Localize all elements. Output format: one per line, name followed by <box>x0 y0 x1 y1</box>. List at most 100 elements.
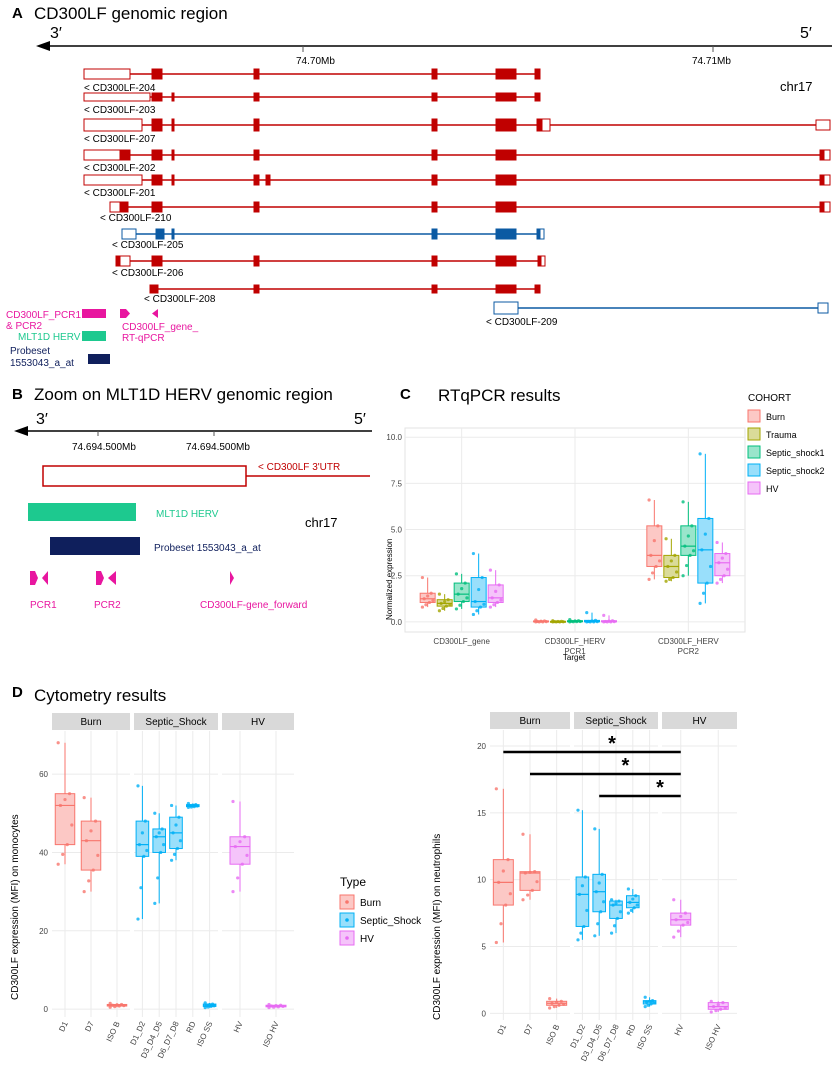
legend-herv-label: MLT1D HERV <box>18 332 81 343</box>
x-tick-label: HV <box>232 1019 245 1033</box>
rtqpcr-box-hv-point <box>725 567 730 571</box>
monocytes-box-hv-point <box>236 876 240 880</box>
monocytes-box-d1-point <box>63 797 67 802</box>
monocytes-box-iso-hv-point <box>269 1004 273 1008</box>
neutrophils-box-d1-d2-point <box>580 884 585 888</box>
neutrophils-box-rd-point <box>632 906 636 910</box>
panel-c-title: RTqPCR results <box>438 386 561 405</box>
rtqpcr-box-burn-point <box>654 564 658 569</box>
rtqpcr-box-septic_shock2-point <box>703 532 707 536</box>
rtqpcr-box-trauma-point <box>666 564 670 569</box>
rtqpcr-box-septic_shock2-point <box>698 601 702 605</box>
transcript-label-207: < CD300LF-207 <box>84 134 156 145</box>
transcript-label-206: < CD300LF-206 <box>112 268 184 279</box>
neutrophils-box-d6-d7-d8-point <box>614 901 618 905</box>
monocytes-box-d1-d2-point <box>142 854 146 858</box>
rtqpcr-box-septic_shock2-point <box>707 516 711 521</box>
monocytes-box-iso-hv-point <box>279 1003 283 1007</box>
facet-panel <box>662 730 737 1020</box>
transcript-201 <box>83 174 831 186</box>
rtqpcr-box-septic_shock1-point <box>691 549 696 553</box>
rtqpcr-box-burn-point <box>647 498 651 502</box>
panel-b-end-right: 5′ <box>354 411 366 428</box>
neutrophils-box-iso-b-point <box>552 1005 556 1009</box>
legend-gene-label-2: RT-qPCR <box>122 333 165 344</box>
rtqpcr-legend-label: Septic_shock1 <box>766 448 825 458</box>
neutrophils-box-d3-d4-d5-point <box>596 922 600 926</box>
rtqpcr-box-septic_shock1-point <box>683 544 687 548</box>
rtqpcr-box-septic_shock2-point <box>705 581 709 585</box>
rtqpcr-box-septic_shock1-point <box>458 603 462 607</box>
facet-strip-label: Septic_Shock <box>585 716 647 727</box>
neutrophils-box-iso-hv-point <box>723 1006 727 1010</box>
panel-a-genomic-diagram: 3′ 5′ 74.70Mb 74.71Mb chr17 < CD300LF-20… <box>6 25 832 344</box>
monocytes-box-d7-point <box>96 853 100 857</box>
rtqpcr-box-septic_shock1-point <box>461 599 466 604</box>
monocytes-box-d1-point <box>70 823 74 827</box>
rtqpcr-x-tick-label: CD300LF_gene <box>433 637 490 646</box>
rtqpcr-box-septic_shock1-point <box>576 619 581 623</box>
neutrophils-box-hv-point <box>679 914 683 919</box>
neutrophils-box-iso-b-point <box>562 1002 566 1006</box>
monocytes-box-iso-ss-point <box>203 1001 207 1005</box>
panel-b-zoom-diagram: 3′ 5′ 74.694.500Mb 74.694.500Mb < CD300L… <box>14 411 372 611</box>
rtqpcr-box-hv-point <box>720 556 724 560</box>
rtqpcr-box-trauma-point <box>673 553 677 557</box>
neutrophils-box-d1-point <box>506 858 510 862</box>
rtqpcr-x-tick-label: CD300LF_HERV <box>658 637 719 646</box>
neutrophils-y-axis-label: CD300LF expression (MFI) on neutrophils <box>432 834 443 1020</box>
neutrophils-box-iso-ss-point <box>643 995 647 999</box>
transcript-202 <box>83 149 831 161</box>
rtqpcr-box-septic_shock1-point <box>454 607 459 611</box>
monocytes-box-d3-d4-d5-point <box>154 835 158 839</box>
probe-feature-mark <box>88 354 110 364</box>
rtqpcr-box-burn-point <box>649 553 653 557</box>
monocytes-box-d3-d4-d5-point <box>162 843 166 847</box>
monocytes-box-d3-d4-d5-point <box>153 811 157 815</box>
herv-label: MLT1D HERV <box>156 509 219 520</box>
rtqpcr-box-trauma-point <box>437 609 442 613</box>
rtqpcr-box-hv-point <box>497 583 501 587</box>
neutrophils-box-d1-d2-point <box>585 908 589 913</box>
monocytes-box-d3-d4-d5-point <box>160 827 164 831</box>
rtqpcr-boxplot: Normalized expression Target COHORT 0.0 2… <box>385 393 825 662</box>
type-legend-title: Type <box>340 875 366 889</box>
rtqpcr-legend-key <box>747 445 761 459</box>
neutrophils-box-rd-point <box>626 887 630 891</box>
neutrophils-box-d1-point <box>494 940 498 945</box>
panel-b-tick-label-2: 74.694.500Mb <box>186 442 250 453</box>
x-tick-label: ISO B <box>544 1023 561 1046</box>
rtqpcr-box-trauma-point <box>556 619 560 624</box>
monocytes-box-iso-b-point <box>108 1001 112 1005</box>
rtqpcr-box-septic_shock1-point <box>690 524 694 528</box>
monocytes-box-iso-hv-point <box>267 1005 271 1010</box>
rtqpcr-box-septic_shock2-point <box>698 452 702 456</box>
rtqpcr-box-septic_shock2-point <box>480 575 484 580</box>
rtqpcr-y-tick-label: 0.0 <box>391 618 403 627</box>
type-legend-dot <box>345 900 349 904</box>
neutrophils-box-d6-d7-d8-point <box>617 899 621 903</box>
monocytes-box-d1-point <box>58 803 63 808</box>
neutrophils-box-iso-hv-point <box>721 1001 725 1005</box>
monocytes-box-d6-d7-d8-point <box>169 803 174 808</box>
monocytes-y-axis-label: CD300LF expression (MFI) on monocytes <box>10 814 21 1000</box>
monocytes-box-d6-d7-d8-point <box>172 852 177 857</box>
rtqpcr-legend-key <box>747 481 761 495</box>
monocytes-box-d1-d2-point <box>137 843 142 847</box>
y-tick-label: 20 <box>39 927 48 936</box>
rtqpcr-box-septic_shock2-point <box>482 602 486 606</box>
x-tick-label: ISO SS <box>635 1023 654 1051</box>
x-tick-label: ISO SS <box>195 1020 214 1048</box>
monocytes-box-hv-point <box>243 835 247 839</box>
probe-feature <box>50 537 140 555</box>
rtqpcr-box-burn-point <box>420 575 425 580</box>
rtqpcr-y-tick-label: 10.0 <box>386 433 402 442</box>
panel-a-probe-legend: Probeset 1553043_a_at <box>10 346 110 369</box>
rtqpcr-box-septic_shock2-point <box>586 619 591 624</box>
y-tick-label: 10 <box>477 876 486 885</box>
monocytes-box-d1-point <box>56 862 60 866</box>
panel-c-letter: C <box>400 386 411 403</box>
neutrophils-box-hv-point <box>674 918 678 922</box>
x-tick-label: RD <box>625 1023 638 1037</box>
monocytes-box-d7-point <box>84 839 89 843</box>
